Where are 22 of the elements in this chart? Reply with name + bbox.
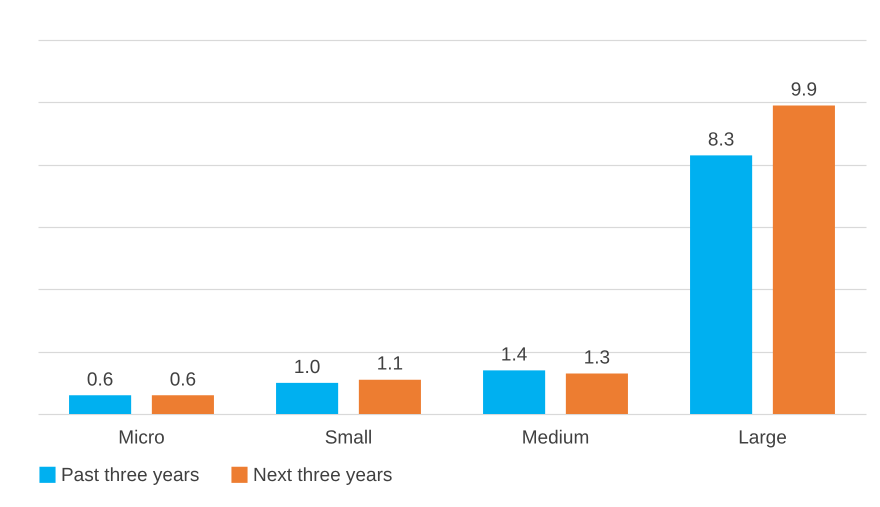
bar xyxy=(483,370,546,414)
x-tick-label: Medium xyxy=(522,428,590,448)
legend-label: Next three years xyxy=(253,464,392,486)
data-label: 0.6 xyxy=(170,369,196,390)
x-tick-label: Small xyxy=(324,428,372,448)
bar xyxy=(152,395,214,414)
x-tick-label: Large xyxy=(738,428,787,448)
bar xyxy=(772,105,835,414)
bar xyxy=(566,373,628,414)
data-label: 8.3 xyxy=(708,129,734,150)
data-label: 1.0 xyxy=(294,356,320,378)
data-label: 1.4 xyxy=(500,344,528,366)
x-tick-label: Micro xyxy=(118,428,165,448)
data-label: 0.6 xyxy=(86,369,114,390)
bar xyxy=(358,380,421,414)
bar xyxy=(69,395,132,414)
data-label: 9.9 xyxy=(790,79,818,100)
legend-label: Past three years xyxy=(61,464,200,486)
bar xyxy=(276,382,338,414)
data-label: 1.3 xyxy=(584,347,610,368)
data-label: 1.1 xyxy=(376,354,404,375)
bar xyxy=(690,155,752,414)
